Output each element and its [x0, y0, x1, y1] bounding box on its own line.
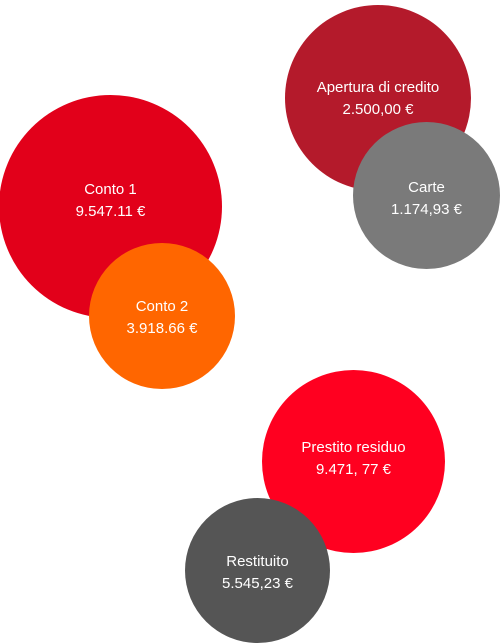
account-2-label: Conto 2 [135, 298, 189, 315]
account-2-amount: 3.918.66 € [126, 320, 198, 337]
credit-line-amount: 2.500,00 € [342, 101, 414, 118]
account-2-bubble[interactable]: Conto 2 3.918.66 € [89, 243, 235, 389]
account-1-amount: 9.547.11 € [75, 202, 146, 220]
remaining-loan-amount: 9.471, 77 € [315, 460, 392, 478]
remaining-loan-label: Prestito residuo [301, 438, 406, 456]
cards-amount: 1.174,93 € [391, 200, 462, 218]
account-1-label: Conto 1 [84, 180, 137, 198]
repaid-label: Restituito [226, 552, 289, 570]
repaid-amount: 5.545,23 € [222, 574, 293, 592]
repaid-bubble[interactable]: Restituito 5.545,23 € [185, 498, 330, 643]
cards-label: Carte [408, 178, 445, 196]
cards-bubble[interactable]: Carte 1.174,93 € [353, 122, 500, 269]
credit-line-label: Apertura di credito [316, 79, 440, 96]
